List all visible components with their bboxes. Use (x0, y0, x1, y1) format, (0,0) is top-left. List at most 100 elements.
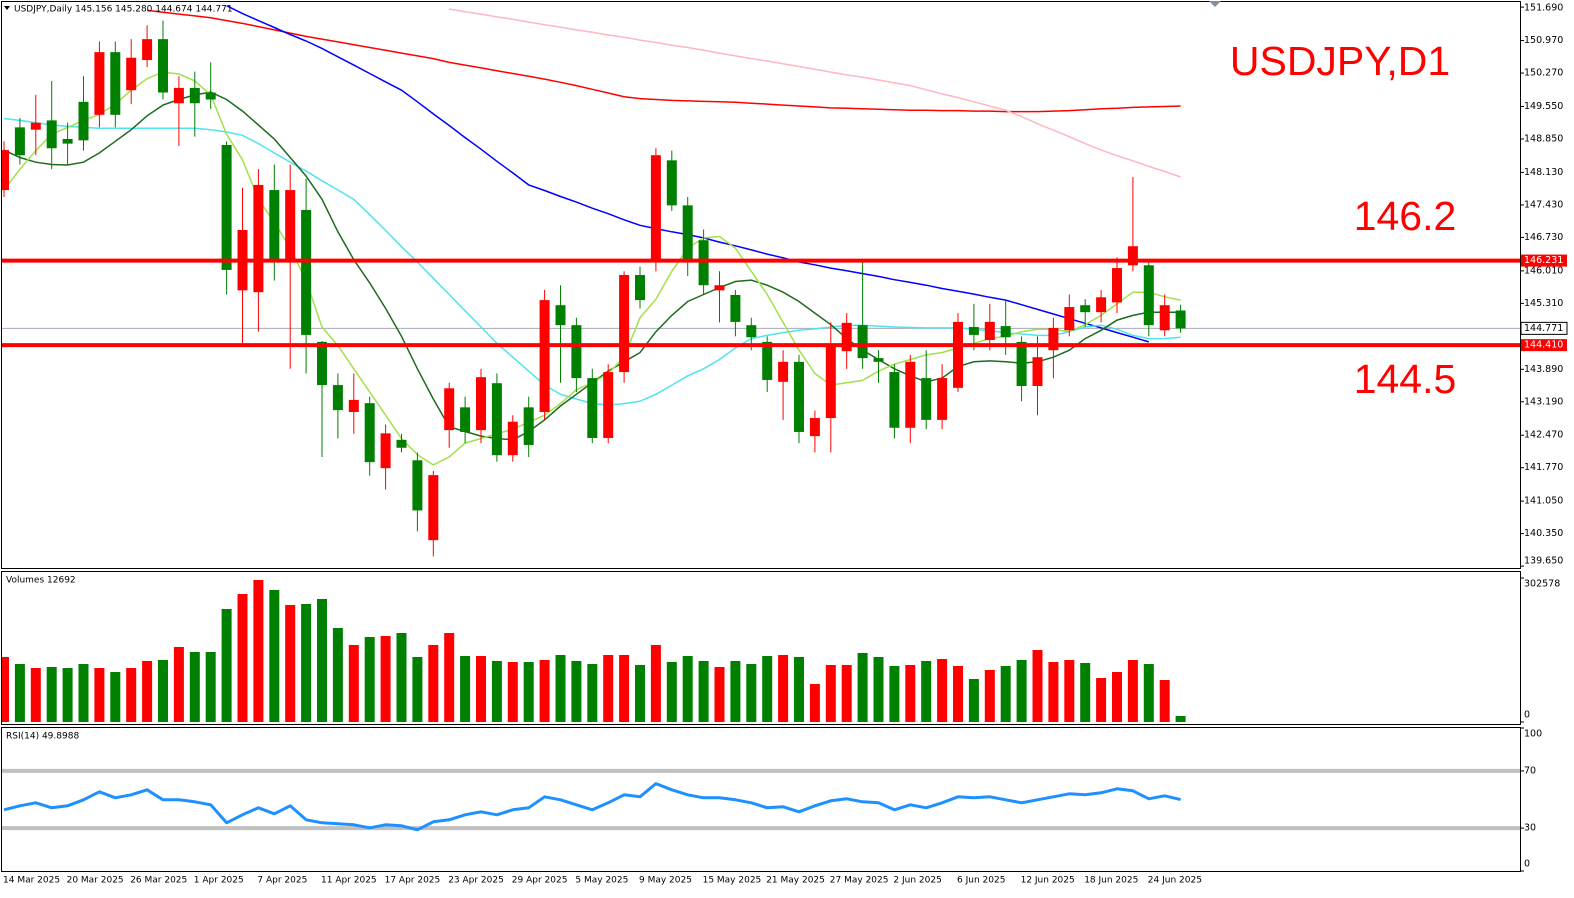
candle-body (158, 39, 168, 93)
x-tick-label: 7 Apr 2025 (257, 876, 307, 886)
candle-body (873, 358, 884, 362)
candle-body (650, 155, 661, 261)
candle-body (953, 321, 963, 388)
y-tick-label: 70 (1524, 765, 1536, 776)
volume-bar (603, 654, 614, 722)
candle-body (205, 92, 216, 100)
candle-body (380, 433, 391, 469)
candle-body (285, 190, 296, 261)
y-tick-label: 139.650 (1524, 556, 1563, 567)
candle-body (603, 372, 614, 438)
volume-bar (507, 662, 518, 722)
x-tick-label: 9 May 2025 (639, 876, 692, 886)
y-tick-label: 142.470 (1524, 430, 1563, 441)
rsi-plot (2, 768, 1520, 832)
candle-body (1096, 297, 1107, 313)
candle-body (746, 325, 757, 338)
candle-body (1143, 265, 1154, 326)
y-tick-label: 148.130 (1524, 167, 1563, 178)
candle-body (778, 361, 789, 382)
candle-body (571, 325, 582, 379)
volume-bar (746, 663, 757, 722)
candle-body (332, 385, 343, 411)
volume-bar (491, 660, 502, 722)
menu-arrow[interactable] (4, 6, 10, 10)
y-tick-label: 145.310 (1524, 298, 1563, 309)
volume-bar (1080, 662, 1091, 722)
candle-body (221, 145, 232, 270)
moving-average (449, 8, 1181, 178)
candle-body (937, 378, 948, 420)
level-annotation: 146.2 (1354, 193, 1457, 239)
volume-bar (476, 655, 486, 722)
candle-body (762, 341, 773, 380)
volume-bar (1143, 663, 1154, 722)
volume-bar (1175, 715, 1186, 722)
volume-bar (905, 664, 916, 722)
volume-bar (921, 660, 932, 722)
volume-bar (460, 655, 471, 722)
volume-bar (110, 671, 121, 722)
y-tick-label: 148.850 (1524, 133, 1563, 144)
symbol-annotation: USDJPY,D1 (1230, 38, 1450, 84)
candle-body (142, 39, 153, 61)
candle-body (94, 52, 105, 115)
candle-body (984, 321, 995, 341)
volume-bar (221, 608, 232, 722)
y-tick-label: 149.550 (1524, 101, 1563, 112)
volume-plot (2, 579, 1186, 722)
x-tick-label: 11 Apr 2025 (321, 876, 377, 886)
x-tick-label: 15 May 2025 (703, 876, 762, 886)
volume-bar (1032, 650, 1043, 722)
level-price-label: 144.410 (1524, 340, 1563, 351)
volume-bar (873, 656, 884, 722)
y-tick-label: 146.010 (1524, 265, 1563, 276)
y-tick-label: 143.890 (1524, 364, 1563, 375)
candle-body (1064, 307, 1075, 331)
volume-bar (348, 645, 359, 722)
chart-header: USDJPY,Daily 145.156 145.280 144.674 144… (14, 5, 233, 15)
x-tick-label: 27 May 2025 (830, 876, 889, 886)
volume-bar (62, 667, 73, 722)
candle-body (412, 460, 423, 511)
volume-bar (317, 599, 327, 722)
volume-bar (1064, 659, 1075, 722)
candle-body (444, 388, 455, 431)
volume-bar (650, 645, 661, 722)
candle-body (539, 300, 550, 412)
x-tick-label: 5 May 2025 (575, 876, 628, 886)
y-tick-label: 0 (1524, 859, 1530, 870)
candle-body (682, 205, 693, 261)
x-tick-label: 18 Jun 2025 (1084, 876, 1138, 886)
y-tick-label: 0 (1524, 710, 1530, 721)
volume-bar (619, 654, 630, 722)
volume-bar (587, 663, 598, 722)
volume-bar (794, 656, 804, 722)
volume-bar (1159, 679, 1170, 722)
volume-bar (984, 670, 995, 722)
volume-bar (1096, 677, 1107, 722)
rsi-title: RSI(14) 49.8988 (6, 732, 79, 742)
volume-bar (364, 637, 375, 722)
candle-body (507, 421, 518, 456)
x-tick-label: 2 Jun 2025 (893, 876, 941, 886)
y-tick-label: 150.970 (1524, 35, 1563, 46)
candle-body (491, 383, 502, 456)
volume-bar (269, 589, 280, 722)
volume-bar (1048, 662, 1059, 722)
x-tick-label: 26 Mar 2025 (130, 876, 187, 886)
candle-body (460, 407, 471, 432)
volume-bar (189, 651, 200, 722)
volume-bar (237, 593, 248, 722)
volume-bar (539, 659, 550, 722)
candle-body (523, 407, 534, 445)
volume-bar (30, 667, 41, 722)
volume-bar (142, 660, 153, 722)
volume-bar (253, 579, 264, 722)
candle-body (619, 275, 630, 373)
volume-bar (698, 660, 709, 722)
candle-body (126, 57, 137, 91)
candle-body (189, 87, 200, 104)
volume-bar (46, 667, 57, 722)
